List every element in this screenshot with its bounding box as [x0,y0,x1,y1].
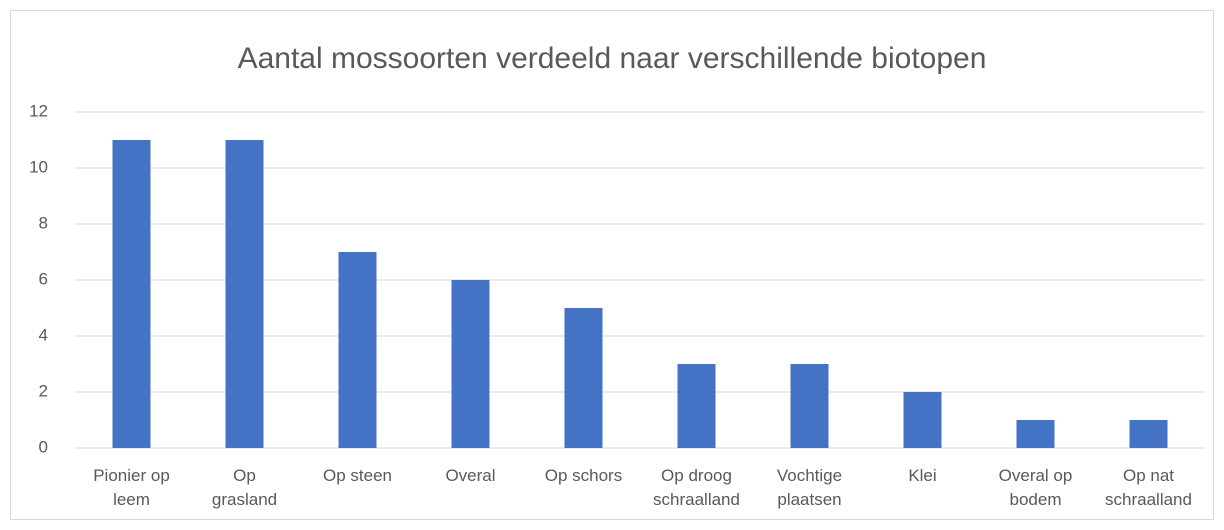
bar [903,392,942,448]
bar [677,364,716,448]
y-tick-label: 10 [29,157,48,176]
y-tick-label: 2 [39,381,48,400]
x-tick-label: Op nat schraalland [1105,466,1192,509]
bar [338,252,377,448]
bar [1129,420,1168,448]
x-tick-label: Pionier op leem [93,466,170,509]
bar [790,364,829,448]
x-tick-label: Vochtige plaatsen [776,466,843,509]
bar [225,140,264,448]
chart-border [10,10,1214,520]
x-tick-label: Overal op bodem [998,466,1073,509]
y-tick-label: 6 [39,269,48,288]
y-tick-label: 8 [39,213,48,232]
chart-title: Aantal mossoorten verdeeld naar verschil… [238,42,987,75]
x-tick-label: Op grasland [211,466,278,509]
x-tick-label: Op droog schraalland [653,466,740,509]
x-tick-label: Overal [445,466,496,485]
y-tick-label: 4 [39,325,48,344]
y-tick-label: 0 [39,437,48,456]
x-tick-label: Op schors [544,466,623,485]
bar [564,308,603,448]
x-tick-label: Klei [908,466,937,485]
bar [451,280,490,448]
bar [1016,420,1055,448]
bar [112,140,151,448]
x-tick-label: Op steen [323,466,392,485]
y-tick-label: 12 [29,101,48,120]
